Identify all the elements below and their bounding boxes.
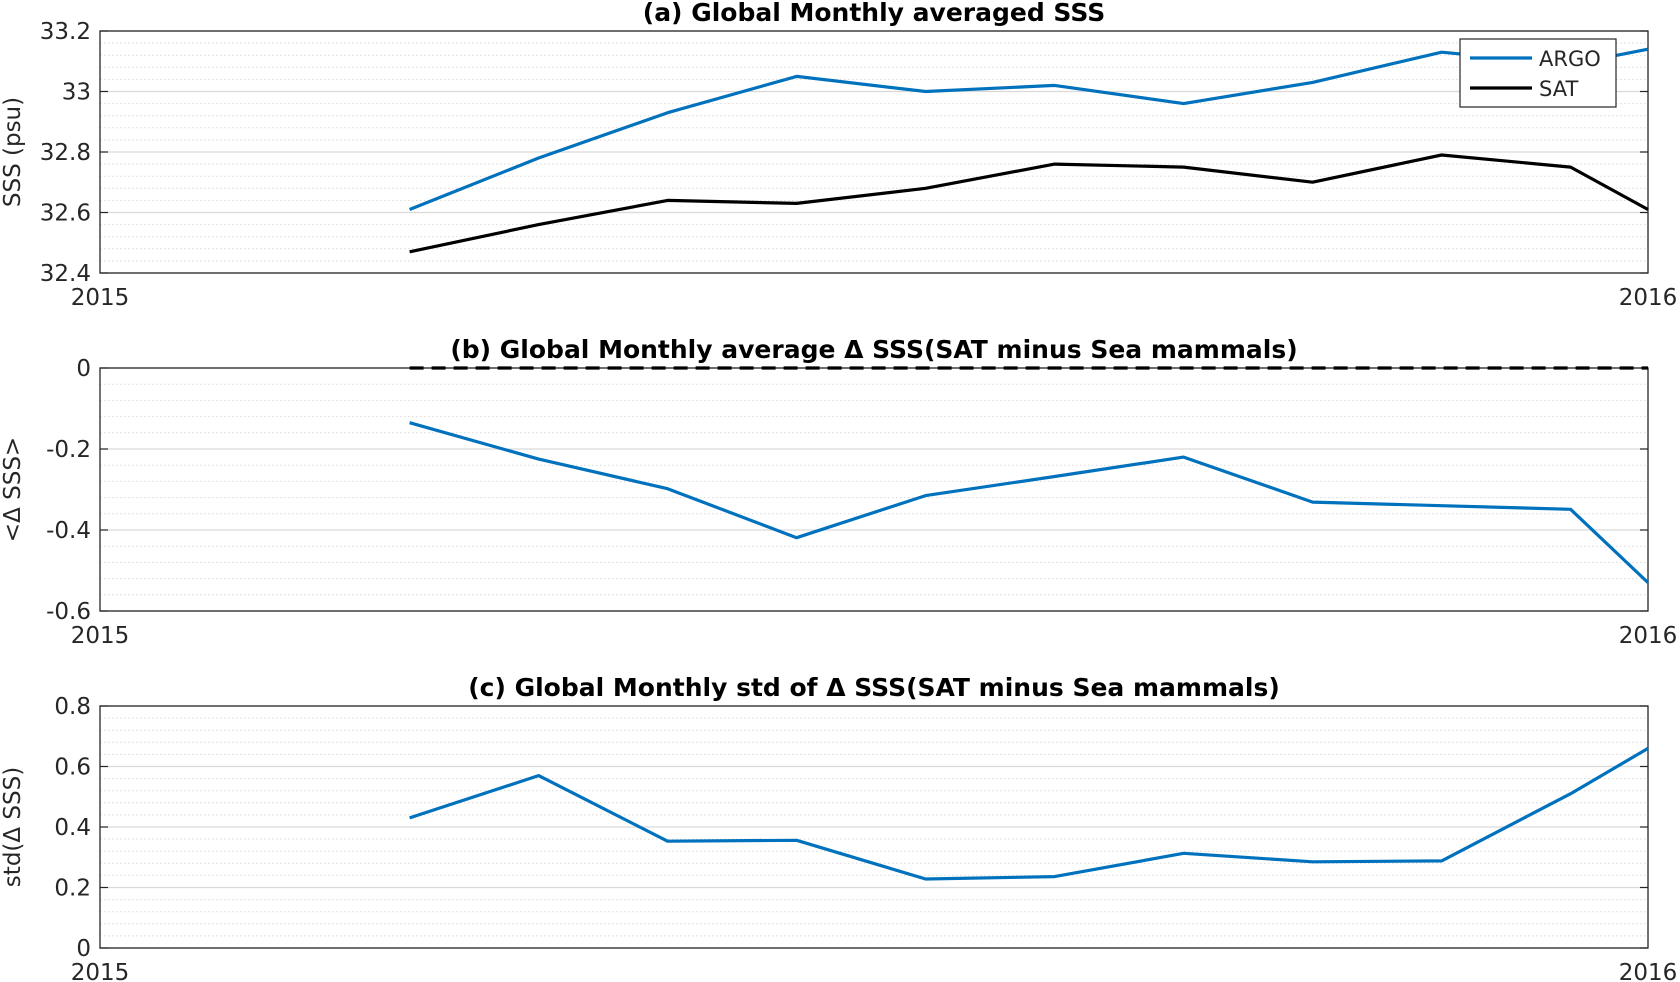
y-axis-label: std(Δ SSS): [0, 767, 26, 887]
y-tick-label: -0.2: [46, 437, 91, 463]
legend-label: SAT: [1539, 77, 1578, 101]
chart-title: (c) Global Monthly std of Δ SSS(SAT minu…: [468, 673, 1280, 702]
x-tick-label: 2016: [1619, 960, 1678, 982]
x-tick-label: 2015: [71, 285, 130, 311]
y-tick-label: 0.6: [54, 755, 91, 781]
chart-title: (a) Global Monthly averaged SSS: [643, 0, 1105, 27]
y-tick-label: -0.4: [46, 518, 91, 544]
y-tick-label: 0.4: [54, 815, 91, 841]
series-line-sat: [409, 153, 1649, 254]
y-tick-label: 33.2: [40, 19, 91, 45]
y-axis-label: <Δ SSS>: [0, 437, 26, 542]
x-tick-label: 2015: [71, 623, 130, 649]
y-tick-label: 0.2: [54, 876, 91, 902]
y-tick-label: 0: [76, 356, 91, 382]
x-tick-label: 2015: [71, 960, 130, 982]
axes-box: [99, 367, 1649, 612]
series-line-1: [409, 421, 1650, 584]
y-tick-label: 32.8: [40, 140, 91, 166]
y-tick-label: 0.8: [54, 694, 91, 720]
y-axis-label: SSS (psu): [0, 97, 26, 207]
chart-panel-1: 32.4 32.6 32.8 33 33.2 2015 2016 (a) Global Mon…: [0, 0, 1677, 311]
legend-label: ARGO: [1539, 47, 1601, 71]
series-line-1: [409, 747, 1649, 881]
legend: ARGO SAT: [1459, 38, 1617, 108]
legend-box: [1459, 38, 1617, 108]
y-tick-label: 32.4: [40, 261, 91, 287]
y-tick-label: 0: [76, 936, 91, 962]
chart-title: (b) Global Monthly average Δ SSS(SAT min…: [450, 335, 1297, 364]
chart-panel-2: -0.6 -0.4 -0.2 0 2015 2016 (b) Global Monthly …: [0, 335, 1677, 649]
y-tick-label: -0.6: [46, 599, 91, 625]
chart-panel-3: 0 0.2 0.4 0.6 0.8 2015 2016 (c) Global Monthly …: [0, 673, 1677, 982]
y-tick-label: 32.6: [40, 201, 91, 227]
x-tick-label: 2016: [1619, 623, 1678, 649]
x-tick-label: 2016: [1619, 285, 1678, 311]
y-tick-label: 33: [62, 80, 91, 106]
